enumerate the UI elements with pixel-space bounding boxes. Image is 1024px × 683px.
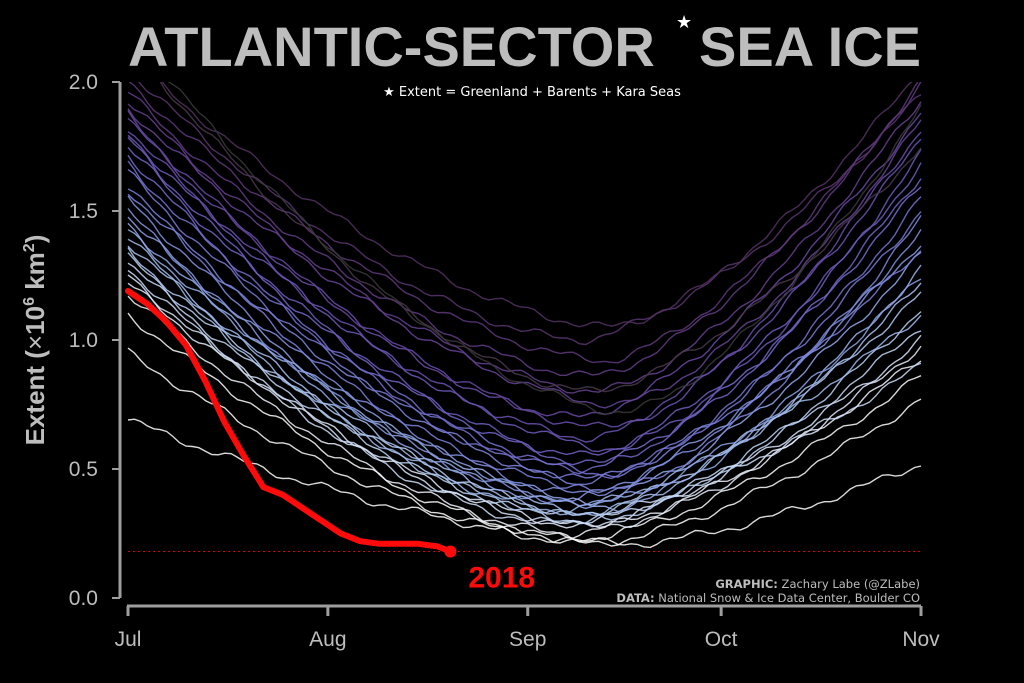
- y-tick-label: 1.5: [69, 200, 98, 223]
- background-series-line: [159, 82, 922, 393]
- background-series-line: [167, 82, 922, 416]
- background-series-line: [128, 82, 919, 364]
- background-series-line: [127, 134, 922, 453]
- ylabel-exp6: 6: [21, 297, 38, 306]
- y-axis-label: Extent (×106 km2): [20, 235, 50, 446]
- ylabel-exp2: 2: [21, 243, 38, 252]
- background-series-line: [138, 82, 922, 346]
- background-series-line: [127, 295, 922, 539]
- ylabel-unit: km: [20, 252, 50, 297]
- background-series-group: [127, 82, 922, 549]
- background-series-line: [127, 160, 922, 480]
- x-ticks: Jul Aug Sep Oct Nov: [115, 606, 940, 651]
- background-series-line: [127, 110, 922, 418]
- background-series-line: [127, 238, 922, 516]
- background-series-line: [161, 82, 913, 328]
- background-series-line: [127, 222, 922, 510]
- background-series-line: [127, 216, 922, 507]
- chart-title-right: SEA ICE: [699, 15, 921, 78]
- x-tick-label: Jul: [115, 628, 142, 651]
- y-tick-label: 0.0: [69, 587, 98, 610]
- chart-subtitle: ★ Extent = Greenland + Barents + Kara Se…: [383, 85, 681, 100]
- background-series-line: [127, 146, 922, 466]
- background-series-line: [127, 312, 922, 543]
- credit-data-text: National Snow & Ice Data Center, Boulder…: [655, 591, 920, 605]
- title-star-icon: ★: [676, 12, 692, 32]
- background-series-line: [127, 282, 922, 529]
- x-tick-label: Aug: [309, 628, 346, 651]
- background-series-line: [127, 188, 922, 489]
- background-series-line: [127, 269, 922, 525]
- y-tick-label: 0.5: [69, 458, 98, 481]
- x-tick-label: Sep: [509, 628, 546, 651]
- background-series-line: [127, 101, 922, 394]
- svg-text:Extent (×106 km2): Extent (×106 km2): [20, 235, 50, 446]
- chart-title-left: ATLANTIC-SECTOR: [128, 15, 655, 78]
- credit-graphic: GRAPHIC: Zachary Labe (@ZLabe): [715, 577, 920, 591]
- ylabel-base: 10: [20, 306, 50, 335]
- background-series-line: [127, 154, 922, 475]
- background-series-line: [127, 418, 922, 549]
- background-series-line: [127, 131, 922, 443]
- credit-graphic-text: Zachary Labe (@ZLabe): [778, 577, 920, 591]
- ylabel-close: ): [20, 235, 50, 244]
- credit-data-label: DATA:: [616, 591, 654, 605]
- background-series-line: [127, 137, 922, 456]
- x-tick-label: Nov: [902, 628, 940, 651]
- ylabel-times: ×: [20, 335, 50, 350]
- y-tick-label: 2.0: [69, 71, 98, 94]
- x-tick-label: Oct: [705, 628, 738, 651]
- y-tick-label: 1.0: [69, 329, 98, 352]
- background-series-line: [127, 247, 922, 517]
- series-2018-label: 2018: [468, 562, 535, 595]
- background-series-line: [127, 347, 922, 547]
- series-2018-end-point: [444, 545, 457, 558]
- background-series-line: [127, 252, 922, 521]
- background-series-line: [127, 169, 922, 479]
- background-series-line: [127, 208, 922, 504]
- background-series-line: [127, 117, 922, 428]
- background-series-line: [127, 229, 922, 513]
- ylabel-main: Extent (: [20, 350, 50, 446]
- credit-graphic-label: GRAPHIC:: [715, 577, 778, 591]
- background-series-line: [127, 108, 922, 409]
- credit-data: DATA: National Snow & Ice Data Center, B…: [616, 591, 920, 605]
- series-2018-line: [125, 288, 454, 555]
- y-ticks: 0.0 0.5 1.0 1.5 2.0: [69, 71, 120, 610]
- background-series-line: [127, 245, 922, 517]
- background-series-line: [127, 195, 922, 497]
